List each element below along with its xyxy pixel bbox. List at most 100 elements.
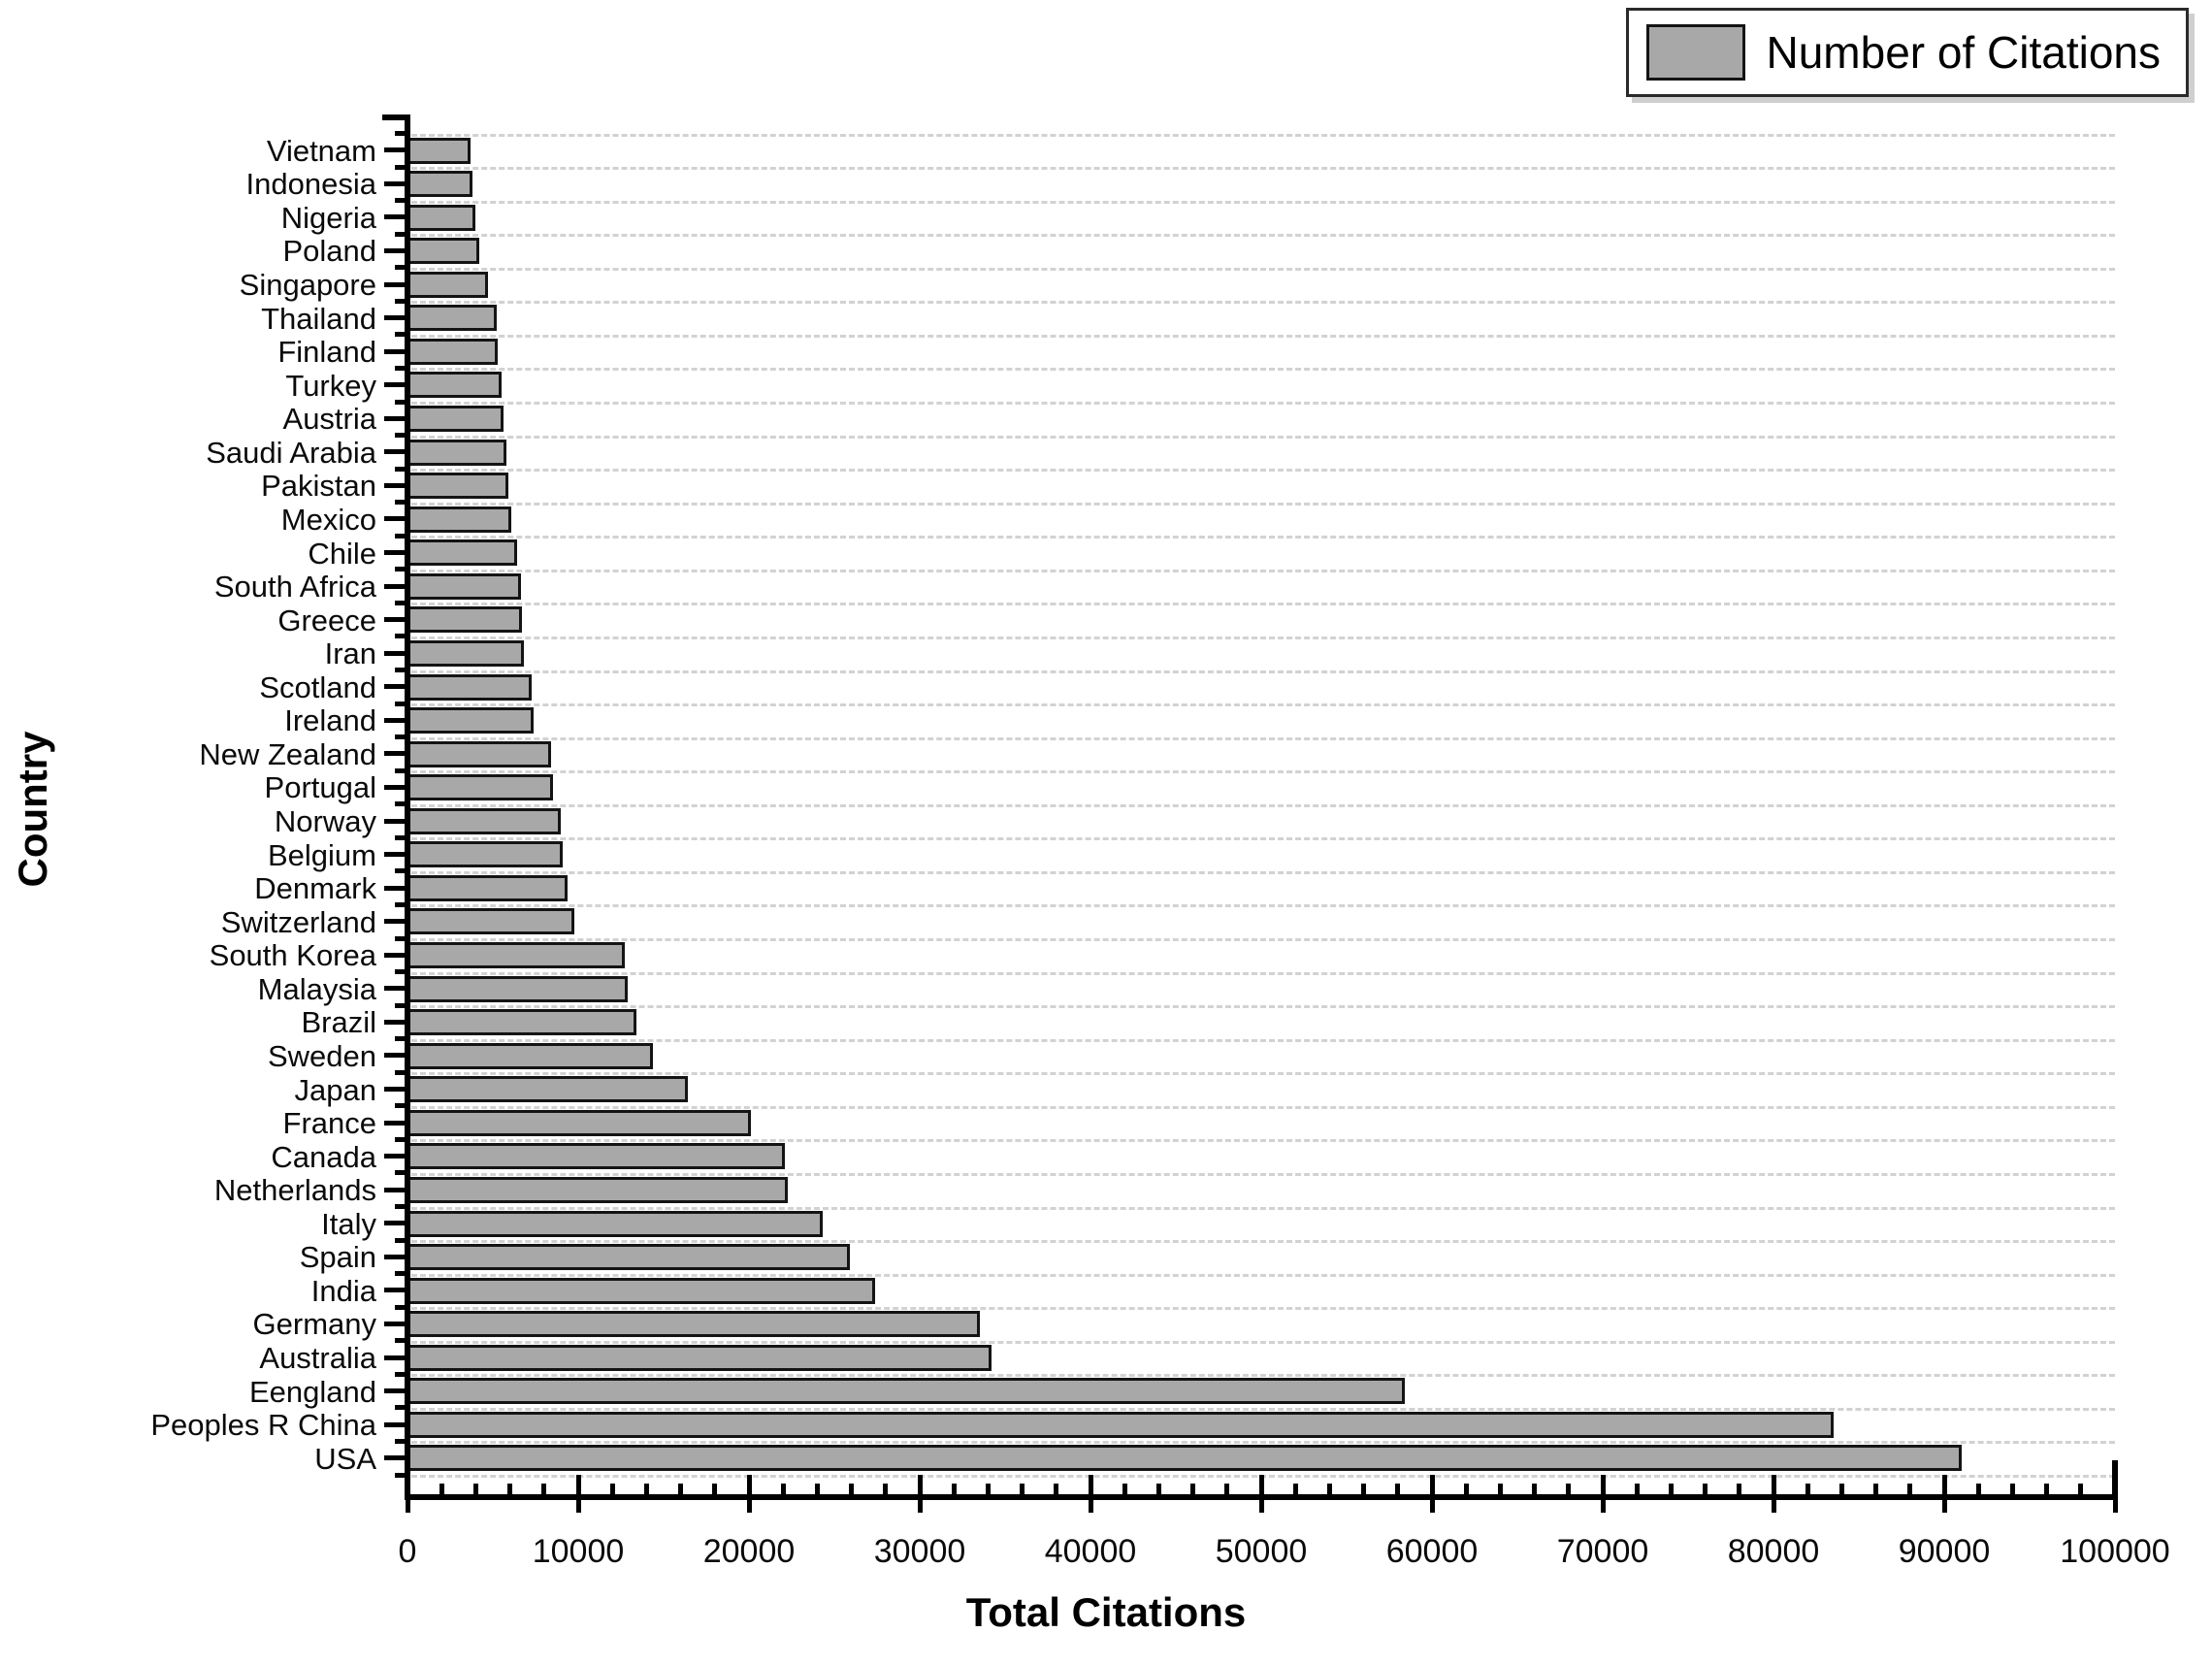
y-tick-label: Switzerland xyxy=(220,904,376,939)
bar xyxy=(407,439,506,466)
y-tick-label: Italy xyxy=(321,1206,376,1241)
x-minor-tick xyxy=(1224,1484,1230,1497)
bar xyxy=(407,1076,688,1103)
y-major-tick xyxy=(384,315,407,321)
gridline xyxy=(411,1172,2115,1176)
y-major-tick xyxy=(384,751,407,757)
x-major-tick-outer xyxy=(1941,1497,1947,1513)
x-minor-tick xyxy=(2044,1484,2050,1497)
legend-label: Number of Citations xyxy=(1766,27,2162,78)
y-major-tick xyxy=(384,482,407,488)
gridline xyxy=(411,536,2115,539)
y-major-tick xyxy=(384,784,407,790)
y-tick-label: India xyxy=(310,1273,376,1308)
x-tick-label: 0 xyxy=(398,1533,417,1570)
gridline xyxy=(411,938,2115,941)
bar xyxy=(407,1277,875,1304)
bar xyxy=(407,539,517,567)
x-major-tick xyxy=(1429,1475,1435,1497)
y-minor-tick xyxy=(395,600,407,605)
bar xyxy=(407,1176,788,1203)
y-minor-tick xyxy=(395,198,407,204)
gridline xyxy=(411,971,2115,975)
y-major-tick xyxy=(384,885,407,891)
gridline xyxy=(411,133,2115,137)
y-minor-tick xyxy=(395,365,407,371)
gridline xyxy=(411,1240,2115,1244)
y-tick-label: Finland xyxy=(277,335,376,370)
y-tick-label: Belgium xyxy=(268,837,376,872)
gridline xyxy=(411,1206,2115,1210)
y-major-tick xyxy=(384,617,407,623)
y-minor-tick xyxy=(395,1271,407,1277)
x-minor-tick xyxy=(1020,1484,1025,1497)
x-major-tick xyxy=(2112,1475,2118,1497)
bar xyxy=(407,1042,653,1069)
x-minor-tick xyxy=(2009,1484,2015,1497)
y-minor-tick xyxy=(395,1405,407,1411)
y-tick-label: Chile xyxy=(308,536,376,571)
y-major-tick xyxy=(384,717,407,723)
y-major-tick xyxy=(384,1288,407,1293)
y-minor-tick xyxy=(395,433,407,439)
y-tick-label: France xyxy=(282,1106,376,1141)
x-axis-title: Total Citations xyxy=(965,1589,1247,1635)
bar xyxy=(407,238,479,265)
y-minor-tick xyxy=(395,834,407,840)
y-major-tick xyxy=(384,1355,407,1360)
y-minor-tick xyxy=(395,969,407,975)
x-tick-label: 60000 xyxy=(1385,1533,1479,1570)
x-major-tick-outer xyxy=(1600,1497,1606,1513)
y-major-tick xyxy=(384,684,407,690)
y-major-tick xyxy=(384,214,407,220)
bar xyxy=(407,807,561,834)
gridline xyxy=(411,267,2115,271)
x-major-tick-outer xyxy=(2112,1497,2118,1513)
gridline xyxy=(411,301,2115,305)
gridline xyxy=(411,200,2115,204)
x-major-tick-outer xyxy=(1258,1497,1264,1513)
y-tick-label: Vietnam xyxy=(266,133,376,168)
gridline xyxy=(411,1273,2115,1277)
y-major-tick xyxy=(384,550,407,556)
gridline xyxy=(411,669,2115,673)
y-axis-spine xyxy=(405,114,410,1500)
y-major-tick xyxy=(384,449,407,455)
y-tick-label: South Africa xyxy=(213,570,376,604)
y-major-tick xyxy=(384,382,407,388)
legend: Number of Citations xyxy=(1625,8,2189,97)
x-major-tick xyxy=(1258,1475,1264,1497)
x-minor-tick xyxy=(1873,1484,1879,1497)
y-tick-label: Poland xyxy=(282,234,376,269)
y-tick-label: Austria xyxy=(282,402,376,437)
y-tick-label: Denmark xyxy=(254,871,376,906)
x-minor-tick xyxy=(1326,1484,1332,1497)
bar xyxy=(407,740,551,767)
y-minor-tick xyxy=(395,332,407,338)
y-minor-tick xyxy=(395,1170,407,1176)
y-tick-label: Portugal xyxy=(264,770,376,805)
gridline xyxy=(411,1307,2115,1311)
y-minor-tick xyxy=(395,1237,407,1243)
y-tick-label: Brazil xyxy=(301,1005,376,1040)
y-minor-tick xyxy=(395,1136,407,1142)
y-minor-tick xyxy=(395,1472,407,1478)
gridline xyxy=(411,1441,2115,1445)
y-major-tick xyxy=(384,348,407,354)
y-tick-label: Malaysia xyxy=(257,971,376,1006)
y-major-tick xyxy=(384,1321,407,1326)
y-major-tick xyxy=(384,986,407,992)
x-major-tick xyxy=(1600,1475,1606,1497)
x-minor-tick xyxy=(1361,1484,1367,1497)
gridline xyxy=(411,1038,2115,1042)
y-minor-tick xyxy=(395,231,407,237)
x-minor-tick xyxy=(1292,1484,1298,1497)
bar xyxy=(407,1445,1962,1472)
y-major-tick xyxy=(384,952,407,958)
x-major-tick xyxy=(405,1475,410,1497)
bar xyxy=(407,406,504,432)
gridline xyxy=(411,870,2115,874)
y-tick-label: Canada xyxy=(271,1139,376,1174)
x-major-tick xyxy=(1088,1475,1093,1497)
bar xyxy=(407,707,534,735)
